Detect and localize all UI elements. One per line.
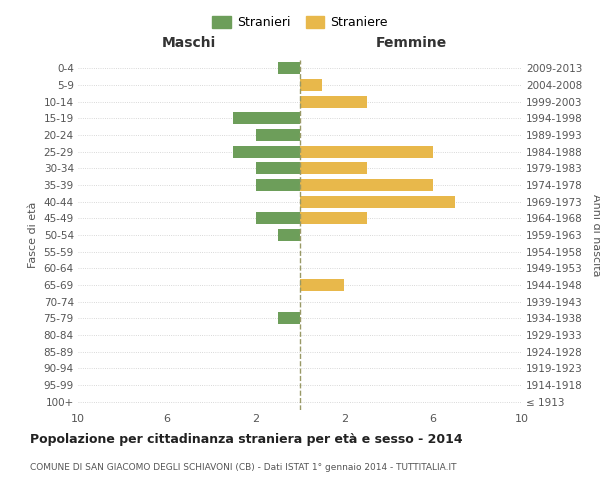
Bar [233, 146, 300, 158]
Bar [300, 79, 322, 91]
Bar [256, 162, 300, 174]
Text: Maschi: Maschi [162, 36, 216, 50]
Bar [256, 212, 300, 224]
Text: COMUNE DI SAN GIACOMO DEGLI SCHIAVONI (CB) - Dati ISTAT 1° gennaio 2014 - TUTTIT: COMUNE DI SAN GIACOMO DEGLI SCHIAVONI (C… [30, 462, 457, 471]
Bar [256, 129, 300, 141]
Bar [300, 96, 367, 108]
Text: Femmine: Femmine [376, 36, 446, 50]
Bar [300, 196, 455, 207]
Bar [278, 312, 300, 324]
Bar [300, 162, 367, 174]
Y-axis label: Fasce di età: Fasce di età [28, 202, 38, 268]
Bar [300, 146, 433, 158]
Legend: Stranieri, Straniere: Stranieri, Straniere [207, 11, 393, 34]
Bar [256, 179, 300, 191]
Y-axis label: Anni di nascita: Anni di nascita [591, 194, 600, 276]
Bar [300, 279, 344, 291]
Text: Popolazione per cittadinanza straniera per età e sesso - 2014: Popolazione per cittadinanza straniera p… [30, 432, 463, 446]
Bar [233, 112, 300, 124]
Bar [300, 179, 433, 191]
Bar [278, 62, 300, 74]
Bar [300, 212, 367, 224]
Bar [278, 229, 300, 241]
